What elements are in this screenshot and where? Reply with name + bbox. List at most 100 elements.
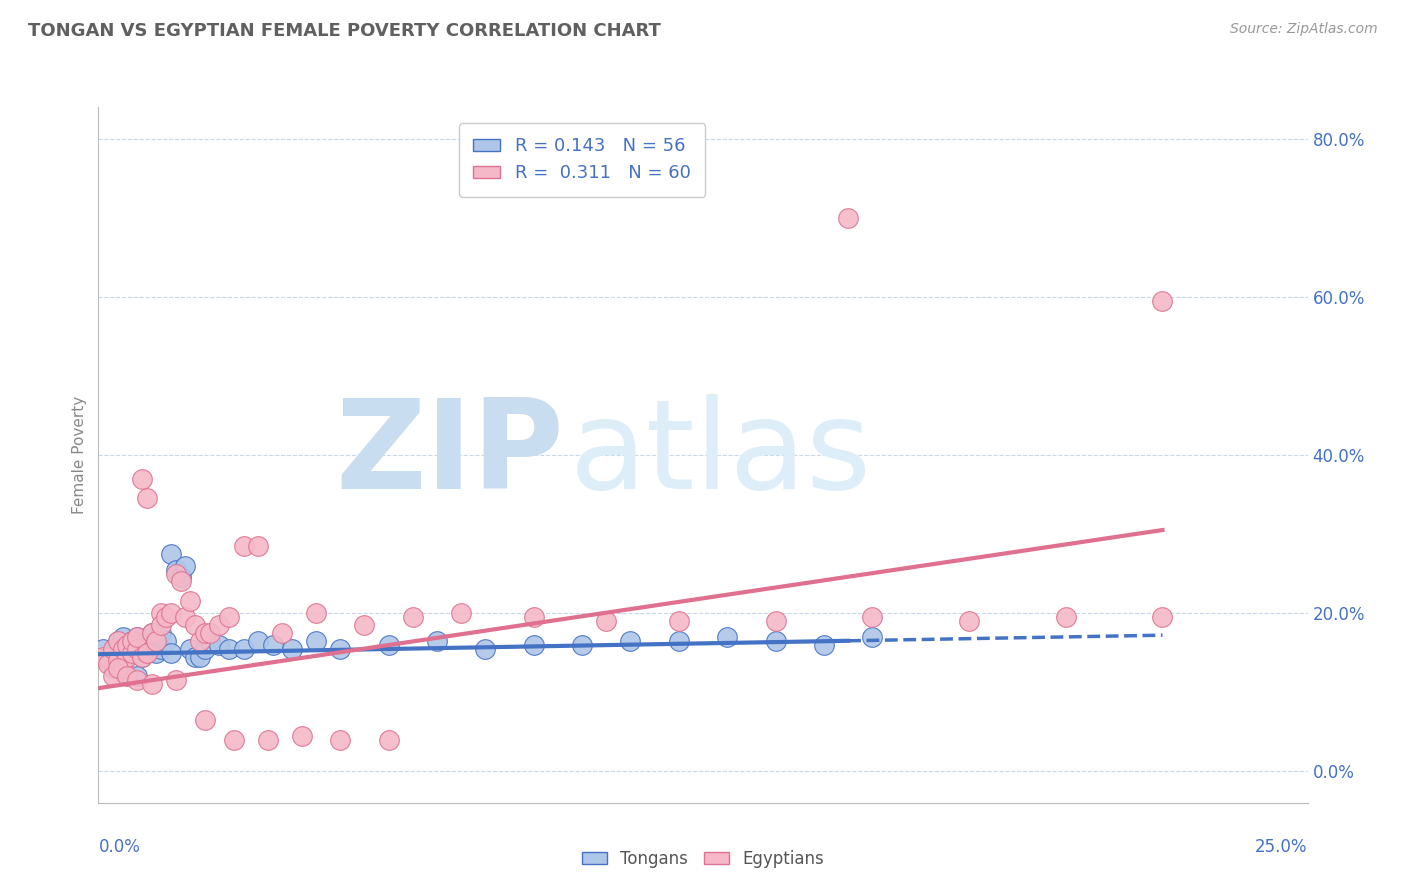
Point — [222, 732, 245, 747]
Point — [117, 669, 139, 683]
Y-axis label: Female Poverty: Female Poverty — [72, 396, 87, 514]
Point — [121, 633, 143, 648]
Point — [131, 649, 153, 664]
Point — [135, 646, 157, 660]
Point — [184, 649, 207, 664]
Point — [165, 673, 187, 688]
Text: 0.0%: 0.0% — [98, 838, 141, 856]
Point — [117, 649, 139, 664]
Point — [101, 646, 124, 660]
Point — [262, 638, 284, 652]
Point — [179, 641, 201, 656]
Point — [121, 646, 143, 660]
Point — [141, 641, 163, 656]
Point — [1152, 610, 1174, 624]
Point — [91, 641, 114, 656]
Point — [141, 625, 163, 640]
Point — [571, 638, 593, 652]
Point — [174, 558, 197, 573]
Point — [329, 732, 352, 747]
Point — [169, 574, 191, 589]
Point — [194, 713, 217, 727]
Point — [450, 606, 472, 620]
Point — [184, 618, 207, 632]
Point — [290, 729, 312, 743]
Point — [426, 633, 449, 648]
Point — [127, 630, 149, 644]
Point — [232, 641, 254, 656]
Point — [127, 669, 149, 683]
Point — [107, 633, 129, 648]
Point — [160, 606, 183, 620]
Point — [160, 547, 183, 561]
Point — [247, 633, 270, 648]
Point — [523, 638, 546, 652]
Point — [165, 563, 187, 577]
Legend: R = 0.143   N = 56, R =  0.311   N = 60: R = 0.143 N = 56, R = 0.311 N = 60 — [458, 123, 706, 197]
Point — [813, 638, 835, 652]
Point — [101, 641, 124, 656]
Point — [97, 657, 120, 672]
Point — [232, 539, 254, 553]
Point — [198, 633, 221, 648]
Point — [188, 633, 211, 648]
Point — [179, 594, 201, 608]
Point — [860, 610, 883, 624]
Point — [145, 633, 167, 648]
Point — [595, 614, 617, 628]
Point — [198, 625, 221, 640]
Point — [131, 649, 153, 664]
Point — [271, 625, 294, 640]
Point — [765, 633, 787, 648]
Point — [957, 614, 980, 628]
Point — [127, 673, 149, 688]
Point — [111, 630, 134, 644]
Point — [247, 539, 270, 553]
Point — [256, 732, 278, 747]
Point — [150, 641, 173, 656]
Point — [1054, 610, 1077, 624]
Point — [218, 610, 240, 624]
Point — [145, 646, 167, 660]
Point — [668, 633, 690, 648]
Point — [121, 633, 143, 648]
Point — [1152, 293, 1174, 308]
Text: Source: ZipAtlas.com: Source: ZipAtlas.com — [1230, 22, 1378, 37]
Point — [281, 641, 304, 656]
Point — [160, 646, 183, 660]
Point — [121, 646, 143, 660]
Point — [402, 610, 425, 624]
Point — [107, 633, 129, 648]
Text: atlas: atlas — [569, 394, 872, 516]
Point — [107, 653, 129, 667]
Point — [837, 211, 859, 225]
Point — [131, 472, 153, 486]
Point — [218, 641, 240, 656]
Point — [194, 641, 217, 656]
Text: TONGAN VS EGYPTIAN FEMALE POVERTY CORRELATION CHART: TONGAN VS EGYPTIAN FEMALE POVERTY CORREL… — [28, 22, 661, 40]
Point — [165, 566, 187, 581]
Point — [101, 661, 124, 675]
Point — [305, 606, 328, 620]
Point — [208, 618, 231, 632]
Point — [91, 649, 114, 664]
Point — [127, 641, 149, 656]
Point — [111, 661, 134, 675]
Point — [169, 570, 191, 584]
Point — [127, 641, 149, 656]
Point — [111, 665, 134, 680]
Point — [155, 610, 177, 624]
Point — [141, 625, 163, 640]
Point — [765, 614, 787, 628]
Point — [188, 649, 211, 664]
Point — [208, 638, 231, 652]
Point — [111, 641, 134, 656]
Point — [141, 677, 163, 691]
Point — [668, 614, 690, 628]
Point — [474, 641, 496, 656]
Point — [131, 638, 153, 652]
Point — [860, 630, 883, 644]
Point — [353, 618, 375, 632]
Point — [117, 649, 139, 664]
Point — [155, 633, 177, 648]
